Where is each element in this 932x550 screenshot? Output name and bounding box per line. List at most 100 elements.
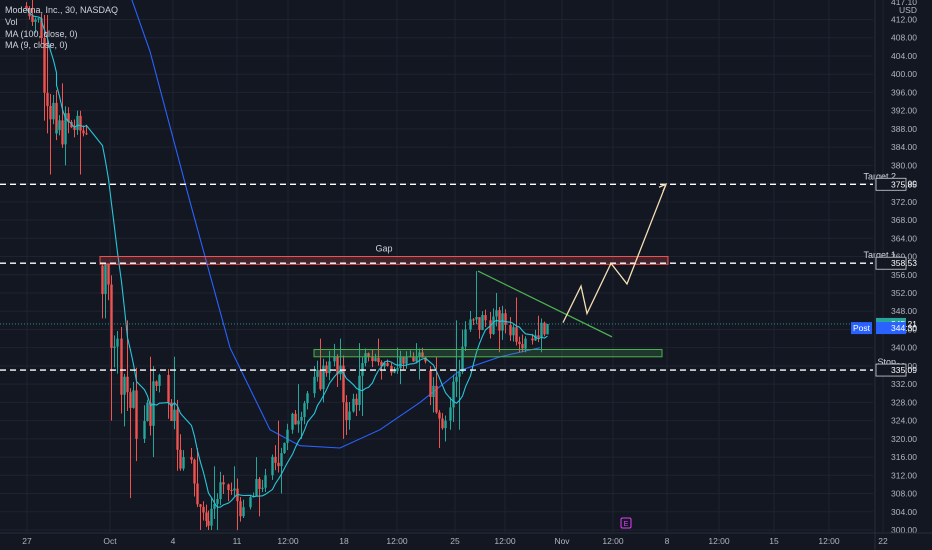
ma-100-line (131, 0, 541, 449)
candle-body (176, 409, 179, 450)
candle-body (107, 263, 110, 285)
candle-body (205, 512, 208, 521)
y-tick-label: 348.00 (891, 306, 917, 316)
candle-body (286, 429, 289, 443)
y-tick-label: 356.00 (891, 270, 917, 280)
legend-ma100[interactable]: MA (100, close, 0) (5, 29, 78, 39)
y-tick-label: 300.00 (891, 525, 917, 535)
candle-body (438, 412, 441, 419)
legend: Moderna, Inc., 30, NASDAQ Vol MA (100, c… (5, 5, 118, 50)
candle-body (297, 420, 300, 425)
x-tick-label: 12:00 (386, 536, 408, 546)
candle-body (70, 124, 73, 128)
candle-body (190, 457, 193, 460)
candle-body (518, 341, 521, 345)
settings-marker[interactable]: E (620, 517, 632, 529)
candle-body (216, 498, 219, 504)
candle-body (336, 356, 339, 375)
candle-body (412, 356, 415, 362)
y-tick-label: 316.00 (891, 452, 917, 462)
level-badge-text: 375.85 (891, 179, 917, 189)
candle-body (377, 357, 380, 363)
candle-body (405, 356, 408, 364)
candle-body (167, 375, 170, 403)
x-tick-label: 18 (339, 536, 349, 546)
candle-body (424, 357, 427, 362)
candle-body (325, 365, 328, 374)
candle-body (73, 127, 76, 130)
candle-body (455, 376, 458, 382)
candle-body (132, 390, 135, 408)
candle-body (79, 115, 82, 131)
x-tick-label: 15 (769, 536, 779, 546)
post-price-text: 344.30 (891, 323, 917, 333)
candle-body (399, 357, 402, 369)
projection-path (562, 184, 667, 323)
candle-body (52, 102, 55, 120)
candle-body (43, 37, 46, 93)
x-tick-label: 12:00 (277, 536, 299, 546)
y-tick-label: 400.00 (891, 69, 917, 79)
x-tick-label: 12:00 (708, 536, 730, 546)
candle-body (449, 407, 452, 421)
level-badge-text: 358.53 (891, 258, 917, 268)
candle-body (202, 506, 205, 513)
candle-body (444, 420, 447, 429)
post-price-badge (876, 322, 906, 335)
candle-body (213, 503, 216, 509)
candle-body (143, 420, 146, 439)
candle-body (123, 376, 126, 395)
events-icon-glyph: E (624, 521, 629, 528)
candle-body (67, 113, 70, 123)
candles (25, 0, 549, 530)
candle-body (492, 316, 495, 334)
candle-body (415, 356, 418, 362)
ma-100-path (131, 0, 541, 449)
y-tick-label: 332.00 (891, 379, 917, 389)
candle-body (230, 489, 233, 491)
candle-body (421, 352, 424, 358)
candle-body (193, 459, 196, 484)
candle-body (469, 319, 472, 330)
ma-9-path (26, 8, 548, 508)
candle-body (264, 475, 267, 488)
y-tick-label: 408.00 (891, 33, 917, 43)
time-axis[interactable]: 27 Oct 4 11 12:00 18 12:00 25 12:00 Nov 12:00 8 12:0… (0, 532, 932, 546)
candle-body (64, 113, 67, 145)
candle-body (475, 317, 478, 320)
legend-vol[interactable]: Vol (5, 17, 18, 27)
y-tick-label: 412.00 (891, 15, 917, 25)
candle-body (348, 411, 351, 421)
events-icon[interactable] (620, 517, 632, 529)
candle-body (31, 16, 34, 22)
candle-body (441, 418, 444, 429)
candle-body (207, 520, 210, 526)
candle-body (255, 479, 258, 496)
candle-body (461, 346, 464, 372)
candle-body (509, 324, 512, 336)
x-tick-label: 12:00 (494, 536, 516, 546)
candle-body (501, 313, 504, 331)
legend-ma9[interactable]: MA (9, close, 0) (5, 40, 68, 50)
candle-body (396, 368, 399, 372)
post-label-text: Post (853, 323, 871, 333)
level-label: Target 1 (863, 250, 896, 260)
x-tick-label: Oct (103, 536, 117, 546)
x-tick-label: 12:00 (602, 536, 624, 546)
candle-body (222, 482, 225, 485)
candle-body (303, 403, 306, 418)
level-label: Stop (877, 357, 896, 367)
candle-body (345, 402, 348, 421)
levels: Target 2 Target 1 Stop (0, 171, 896, 371)
legend-symbol[interactable]: Moderna, Inc., 30, NASDAQ (5, 5, 118, 15)
candle-body (55, 102, 58, 134)
currency-label: USD (899, 5, 917, 15)
candle-body (58, 120, 61, 131)
candle-body (227, 484, 230, 490)
y-tick-label: 304.00 (891, 507, 917, 517)
candle-body (258, 479, 261, 489)
candle-body (277, 462, 280, 467)
candle-body (498, 310, 501, 331)
